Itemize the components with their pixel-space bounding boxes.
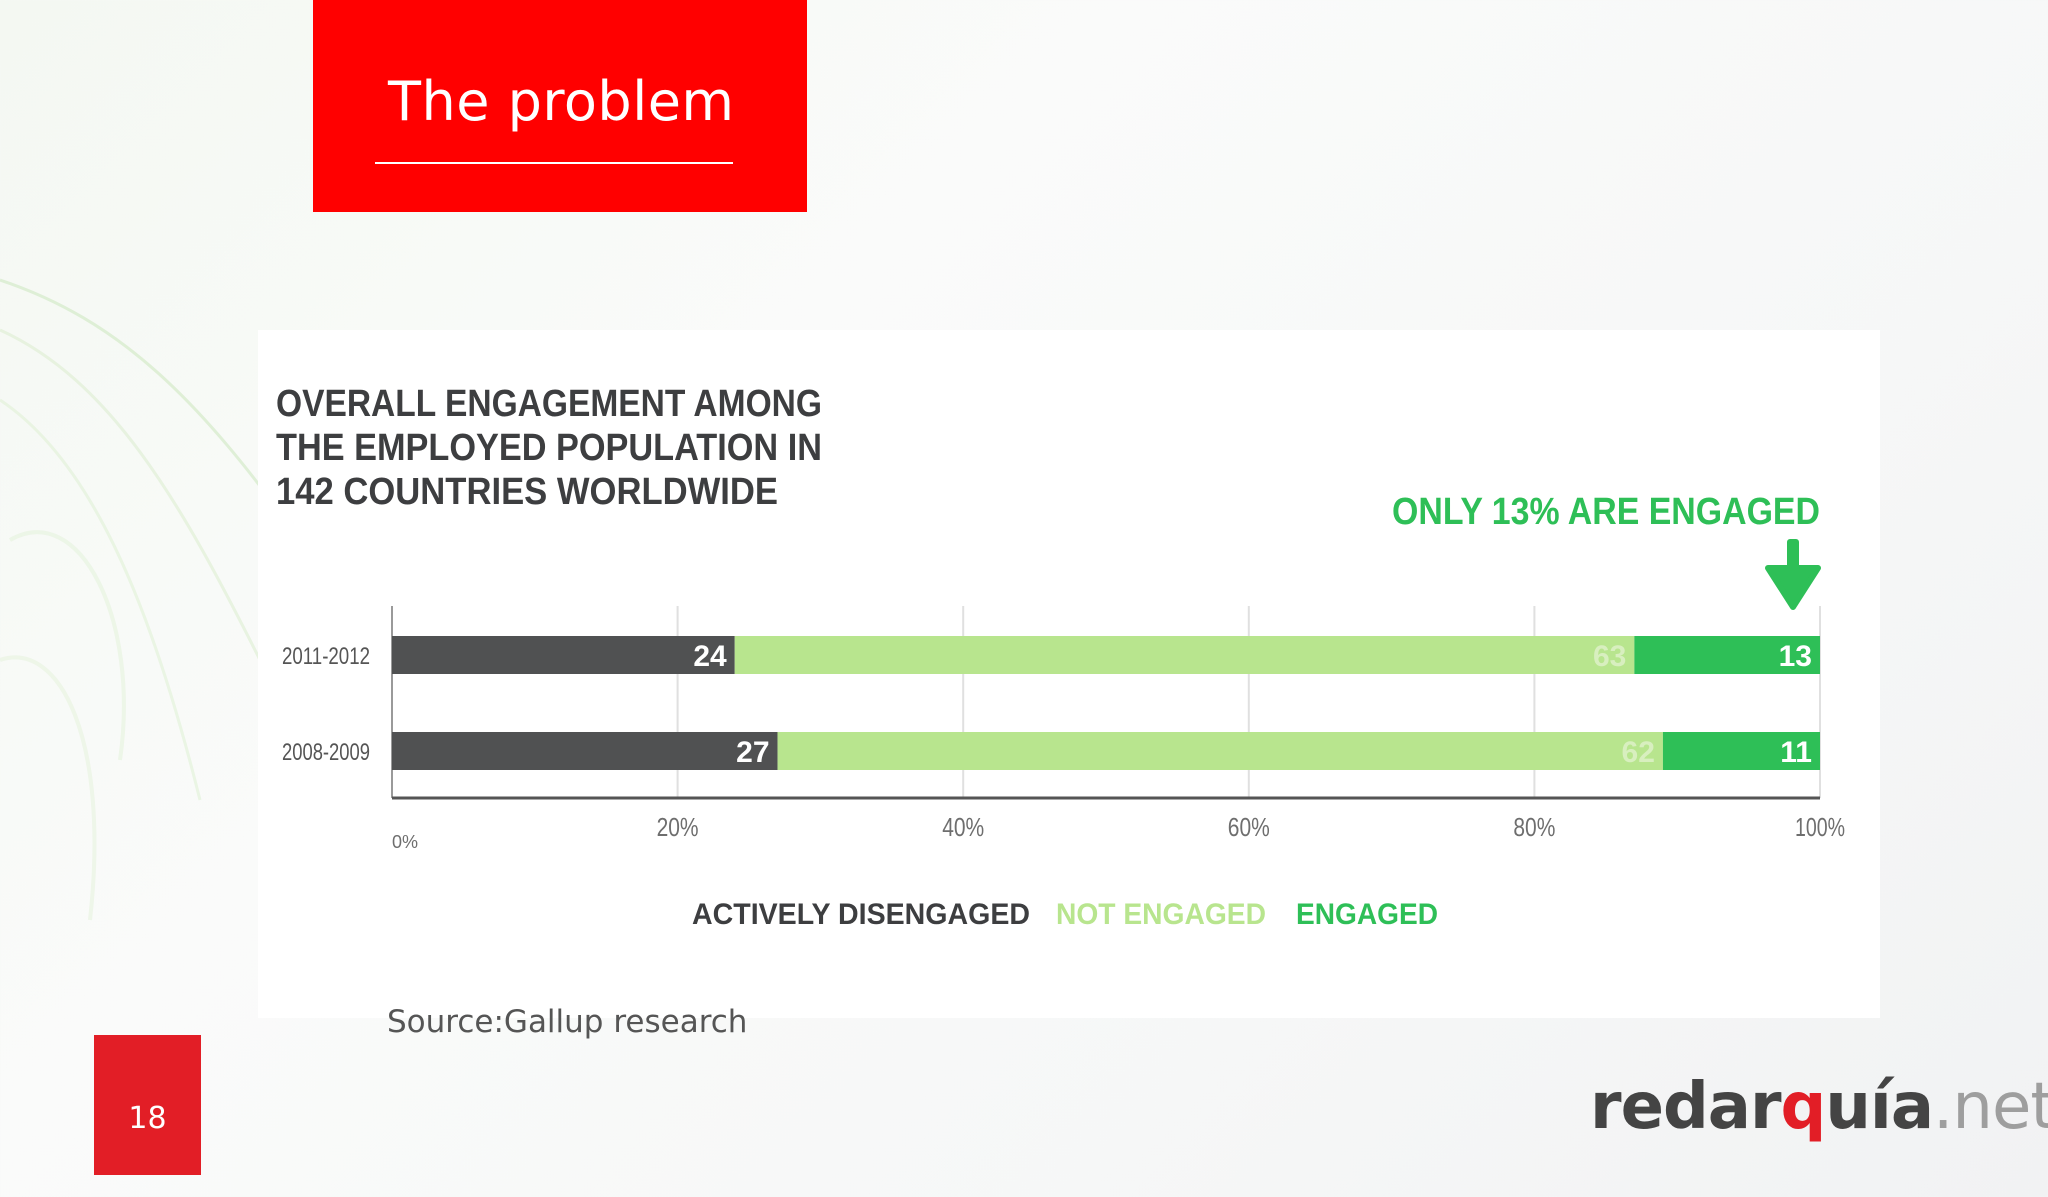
bar-segment-engaged (1662, 732, 1820, 770)
category-label: 2008-2009 (282, 739, 370, 766)
logo-part-3: uía (1825, 1070, 1934, 1144)
data-label: 11 (1780, 736, 1812, 769)
logo-part-1: redar (1590, 1070, 1782, 1144)
x-tick-label: 100% (1795, 812, 1845, 842)
down-arrow-icon (1765, 539, 1821, 610)
chart-title-line: 142 COUNTRIES WORLDWIDE (276, 471, 778, 513)
title-underline (375, 162, 733, 164)
engaged-callout: ONLY 13% ARE ENGAGED (1392, 491, 1820, 533)
data-label: 24 (693, 640, 727, 673)
logo-part-4: .net (1933, 1070, 2048, 1144)
page-number: 18 (128, 1101, 167, 1136)
data-label: 63 (1593, 640, 1626, 673)
x-tick-label: 80% (1513, 812, 1555, 842)
title-banner: The problem (313, 0, 807, 212)
category-label: 2011-2012 (282, 643, 370, 670)
page-number-box: 18 (94, 1035, 201, 1175)
bar-segment-not-engaged (777, 732, 1663, 770)
chart-title-line: OVERALL ENGAGEMENT AMONG (276, 383, 822, 425)
logo-part-2: q (1780, 1070, 1827, 1144)
x-tick-label: 60% (1228, 812, 1270, 842)
bar-segment-actively-disengaged (392, 636, 735, 674)
slide-title: The problem (388, 70, 735, 133)
data-label: 62 (1622, 736, 1655, 769)
bar-segment-engaged (1634, 636, 1820, 674)
x-tick-label: 20% (657, 812, 699, 842)
data-label: 27 (736, 736, 769, 769)
source-note: Source:Gallup research (387, 1004, 748, 1040)
data-label: 13 (1779, 640, 1812, 673)
bar-segment-actively-disengaged (392, 732, 778, 770)
chart-title-line: THE EMPLOYED POPULATION IN (276, 427, 822, 469)
legend-item: ACTIVELY DISENGAGED (692, 898, 1030, 931)
x-tick-label: 0% (392, 832, 418, 852)
chart-card: OVERALL ENGAGEMENT AMONG THE EMPLOYED POP… (258, 330, 1880, 1018)
legend-item: ENGAGED (1296, 898, 1438, 931)
brand-logo: redarquía.net (1590, 1070, 2048, 1144)
x-tick-label: 40% (942, 812, 984, 842)
legend-item: NOT ENGAGED (1056, 898, 1266, 931)
bar-segment-not-engaged (734, 636, 1635, 674)
